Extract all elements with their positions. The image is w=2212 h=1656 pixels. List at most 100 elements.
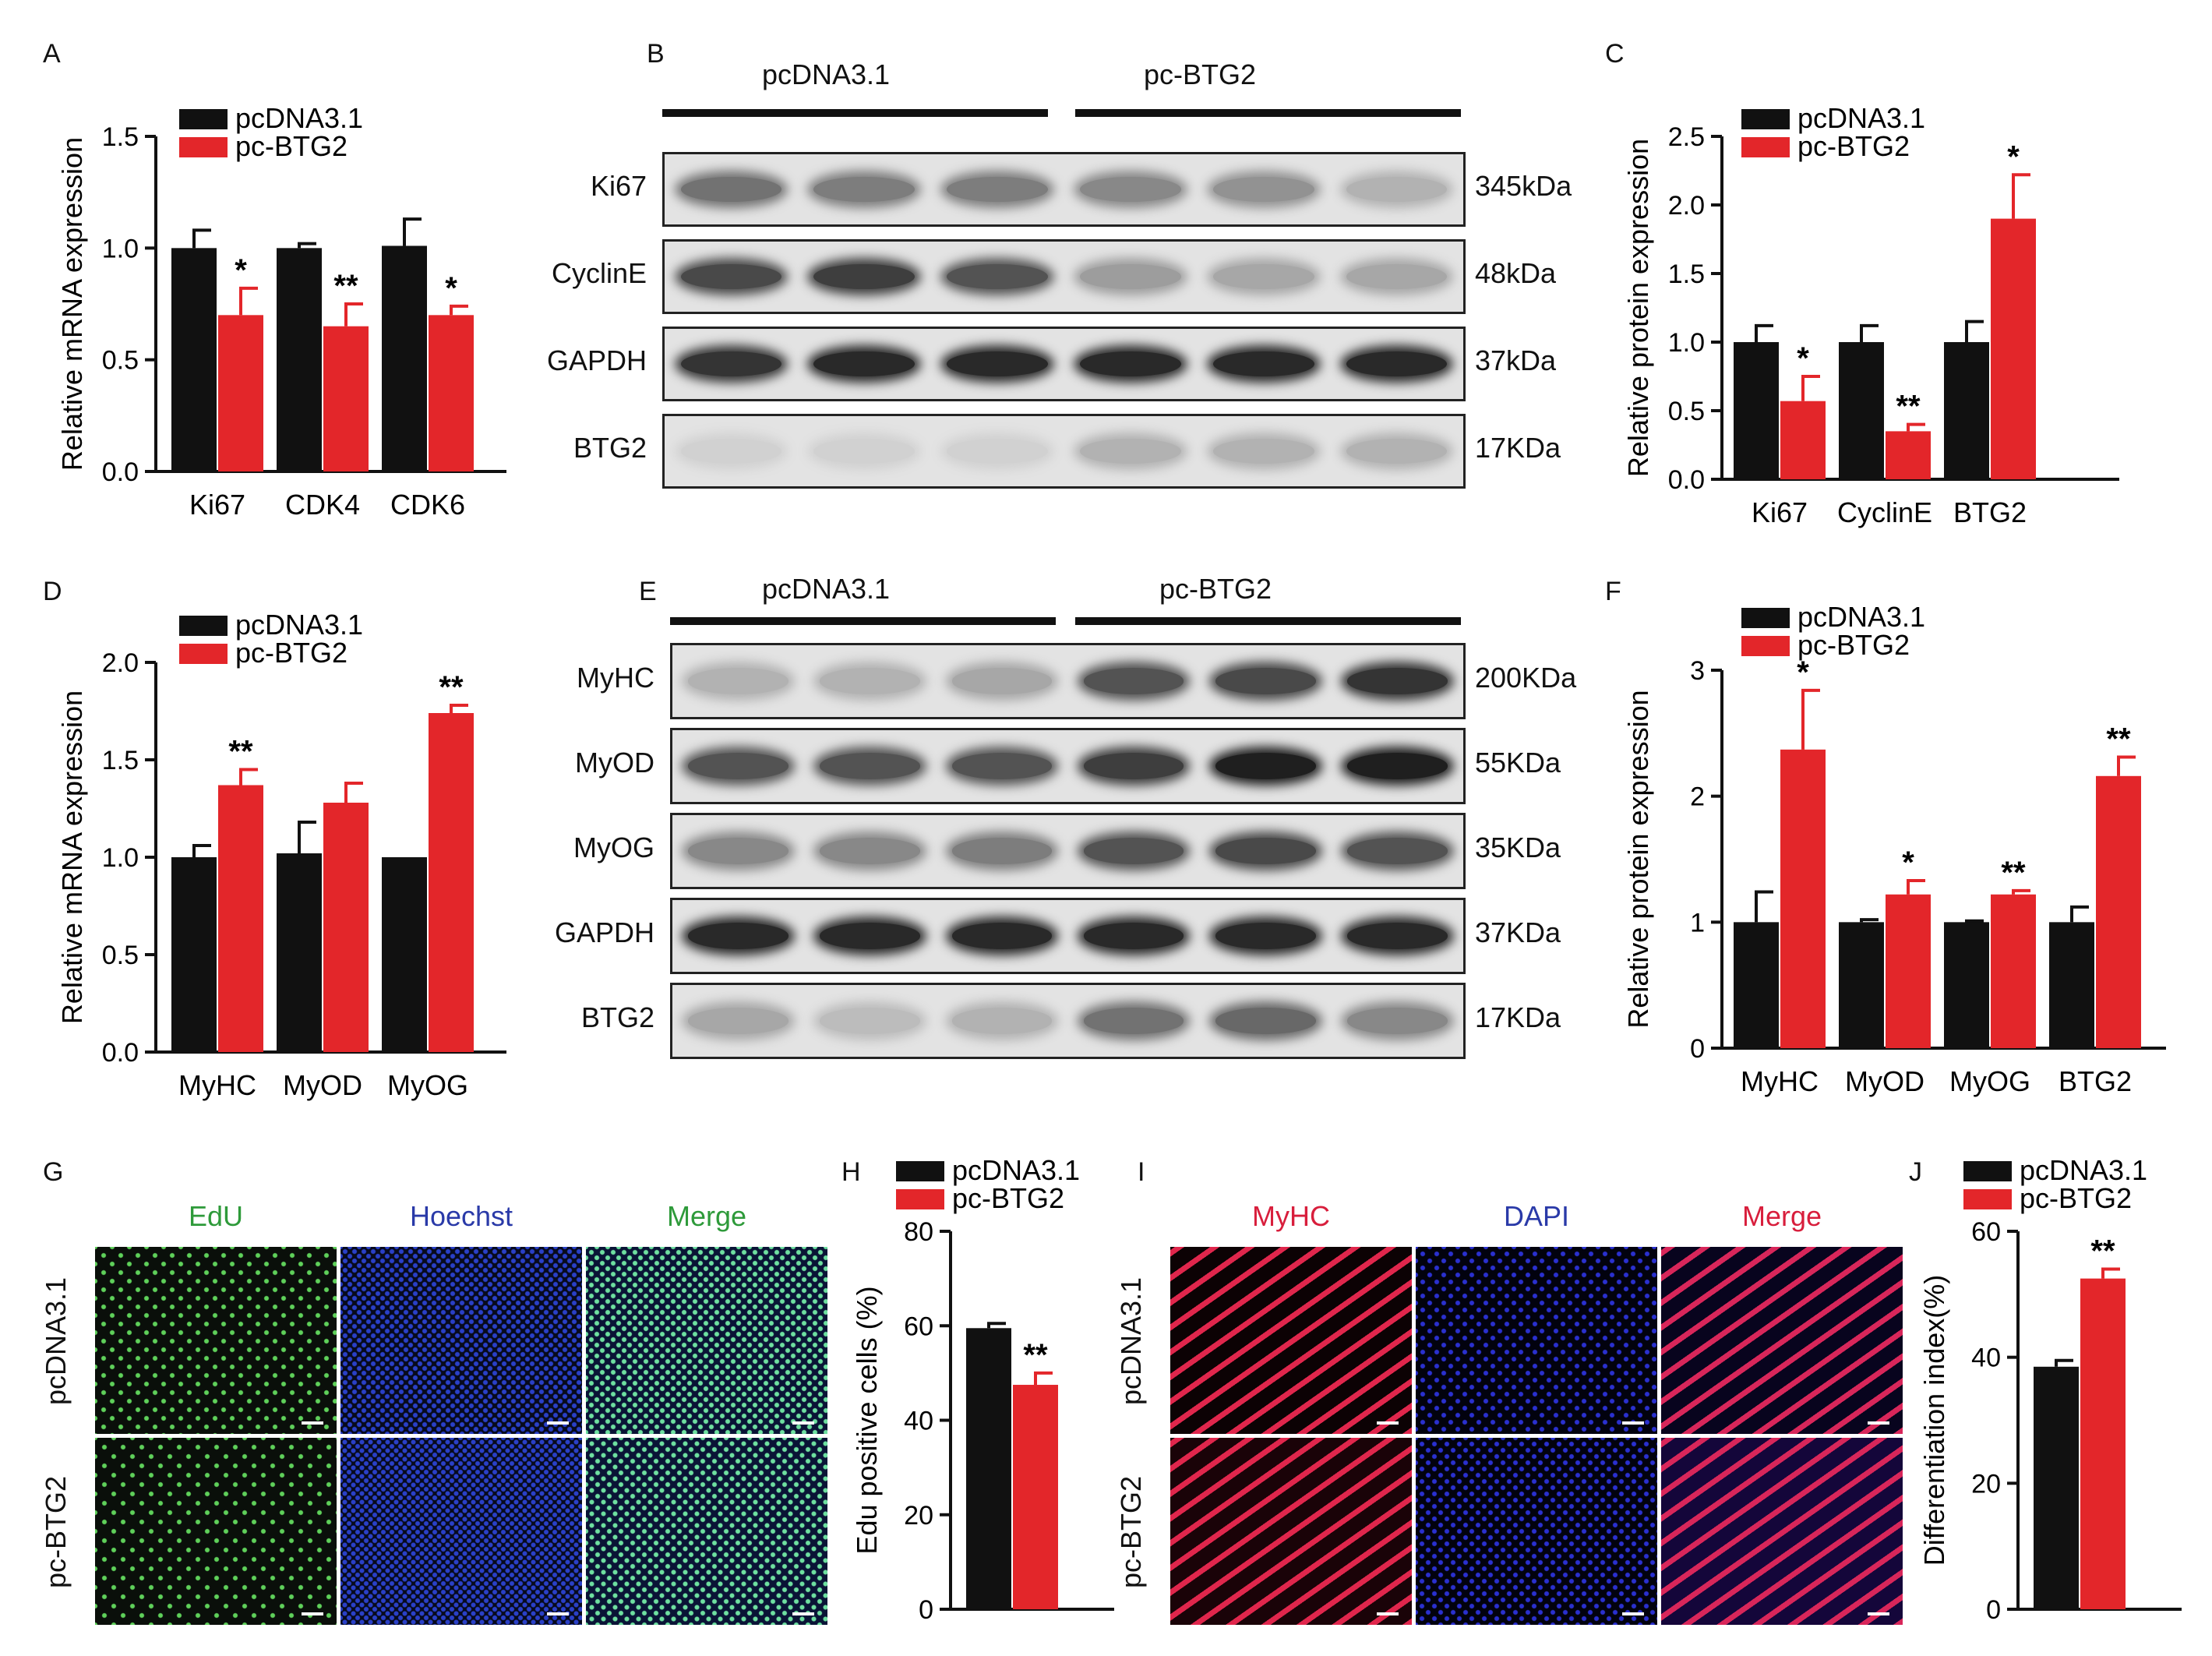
blot-e-band xyxy=(688,668,788,694)
chart-c-bar xyxy=(1944,342,1989,479)
blot-e-kda: 55KDa xyxy=(1475,747,1561,779)
chart-f-y-tick-label: 3 xyxy=(1690,656,1705,686)
micrograph-g-image xyxy=(340,1247,582,1434)
micrograph-i-column-title: DAPI xyxy=(1503,1200,1570,1232)
chart-f-bar xyxy=(1780,749,1826,1048)
chart-j-legend-swatch xyxy=(1963,1189,2012,1209)
blot-b-band xyxy=(947,263,1048,290)
blot-e: pcDNA3.1 pc-BTG2 MyHC 200KDa MyOD 55KDa MyOG… xyxy=(538,569,1589,1083)
chart-h-legend-label: pcDNA3.1 xyxy=(952,1154,1080,1186)
micrograph-i-row-label: pc-BTG2 xyxy=(1115,1475,1147,1589)
chart-d-category-label: MyOG xyxy=(387,1069,468,1101)
panel-letter-b: B xyxy=(647,39,665,69)
micrograph-i-scale-bar xyxy=(1622,1612,1644,1615)
blot-e-group-1: pcDNA3.1 xyxy=(761,573,891,605)
blot-b-group-2-bar xyxy=(1075,109,1461,117)
chart-a: 0.0 0.5 1.0 1.5 Relative mRNA expression * Ki6… xyxy=(56,102,506,521)
chart-d-bar xyxy=(429,713,474,1052)
micrograph-g-scale-bar xyxy=(792,1612,814,1615)
micrograph-i-row-label: pcDNA3.1 xyxy=(1115,1276,1147,1406)
blot-e-band xyxy=(1347,1008,1448,1034)
chart-j-y-label: Differentiation index(%) xyxy=(1918,1275,1950,1566)
blot-e-band xyxy=(1083,923,1184,949)
chart-f-legend-swatch xyxy=(1741,636,1790,656)
blot-e-row-label: BTG2 xyxy=(580,1001,654,1033)
micrograph-g-image xyxy=(95,1438,337,1625)
micrograph-g-image xyxy=(586,1247,827,1434)
blot-e-band xyxy=(688,923,788,949)
chart-c-legend-swatch xyxy=(1741,137,1790,157)
chart-a-legend-swatch xyxy=(179,137,228,157)
blot-e-kda: 37KDa xyxy=(1475,916,1561,948)
chart-d-legend-swatch xyxy=(179,644,228,664)
blot-b-group-1: pcDNA3.1 xyxy=(761,58,891,90)
chart-d-bar xyxy=(218,785,263,1052)
chart-c-significance: ** xyxy=(1896,390,1921,424)
chart-d-y-tick-label: 2.0 xyxy=(102,648,139,678)
chart-a-bar xyxy=(382,245,427,471)
chart-f-category-label: BTG2 xyxy=(2059,1065,2132,1097)
micrograph-i-scale-bar xyxy=(1377,1421,1399,1425)
blot-b-band xyxy=(813,351,915,377)
chart-f-category-label: MyOG xyxy=(1949,1065,2030,1097)
chart-a-legend-swatch xyxy=(179,109,228,129)
micrograph-g: EdU Hoechst Merge pcDNA3.1 pc-BTG2 xyxy=(40,1192,834,1629)
blot-e-band xyxy=(951,753,1053,779)
blot-b-band xyxy=(1080,176,1181,203)
chart-f-legend-label: pc-BTG2 xyxy=(1797,629,1910,661)
chart-f-significance: * xyxy=(1797,655,1809,690)
chart-d-y-tick-label: 1.5 xyxy=(102,746,139,775)
blot-e-row-label: GAPDH xyxy=(554,916,654,948)
chart-f-bar xyxy=(2049,922,2094,1048)
blot-e-strip xyxy=(670,643,1466,719)
chart-d-y-tick-label: 0.5 xyxy=(102,941,139,970)
chart-c-bar xyxy=(1780,401,1826,479)
chart-d-bar xyxy=(277,853,322,1052)
chart-f-significance: ** xyxy=(2001,856,2026,890)
chart-c-y-label: Relative protein expression xyxy=(1622,139,1654,477)
blot-b-band xyxy=(680,438,782,464)
chart-c-category-label: Ki67 xyxy=(1752,496,1808,528)
blot-b-kda: 37kDa xyxy=(1475,344,1557,376)
blot-e-group-1-bar xyxy=(670,617,1056,625)
micrograph-g-image xyxy=(340,1438,582,1625)
chart-a-legend-label: pc-BTG2 xyxy=(235,130,347,162)
chart-a-y-tick-label: 0.5 xyxy=(102,346,139,376)
chart-a-significance: * xyxy=(445,271,457,305)
blot-b-band xyxy=(1080,263,1181,290)
blot-e-band xyxy=(1215,923,1316,949)
chart-d-bar xyxy=(323,803,369,1052)
chart-h-y-tick-label: 0 xyxy=(919,1595,933,1625)
blot-e-band xyxy=(688,838,788,864)
chart-c-category-label: CyclinE xyxy=(1837,496,1932,528)
chart-j-legend-swatch xyxy=(1963,1161,2012,1181)
chart-c-bar xyxy=(1886,431,1931,479)
blot-b-band xyxy=(947,351,1048,377)
blot-e-band xyxy=(1215,1008,1316,1034)
blot-b-band xyxy=(1346,176,1448,203)
panel-letter-g: G xyxy=(43,1157,64,1187)
blot-e-strip xyxy=(670,728,1466,804)
blot-e-row-label: MyOG xyxy=(573,832,654,863)
chart-d-category-label: MyHC xyxy=(178,1069,256,1101)
blot-b-band xyxy=(680,263,782,290)
blot-e-kda: 17KDa xyxy=(1475,1001,1561,1033)
blot-b-strip xyxy=(662,414,1466,489)
chart-d-legend-swatch xyxy=(179,616,228,636)
chart-a-category-label: CDK6 xyxy=(390,489,465,521)
blot-e-band xyxy=(1347,668,1448,694)
micrograph-g-image xyxy=(95,1247,337,1434)
chart-f-category-label: MyOD xyxy=(1845,1065,1924,1097)
chart-f-y-tick-label: 1 xyxy=(1690,908,1705,937)
chart-d-y-tick-label: 1.0 xyxy=(102,843,139,873)
panel-letter-d: D xyxy=(43,577,62,606)
blot-b-strip xyxy=(662,152,1466,227)
blot-e-kda: 35KDa xyxy=(1475,832,1561,863)
blot-b-band xyxy=(1212,263,1314,290)
blot-b-band xyxy=(680,176,782,203)
chart-d-significance: ** xyxy=(228,735,253,769)
chart-a-bar xyxy=(218,315,263,471)
blot-e-kda: 200KDa xyxy=(1475,662,1577,694)
chart-d-y-label: Relative mRNA expression xyxy=(56,690,88,1024)
blot-e-band xyxy=(688,1008,788,1034)
